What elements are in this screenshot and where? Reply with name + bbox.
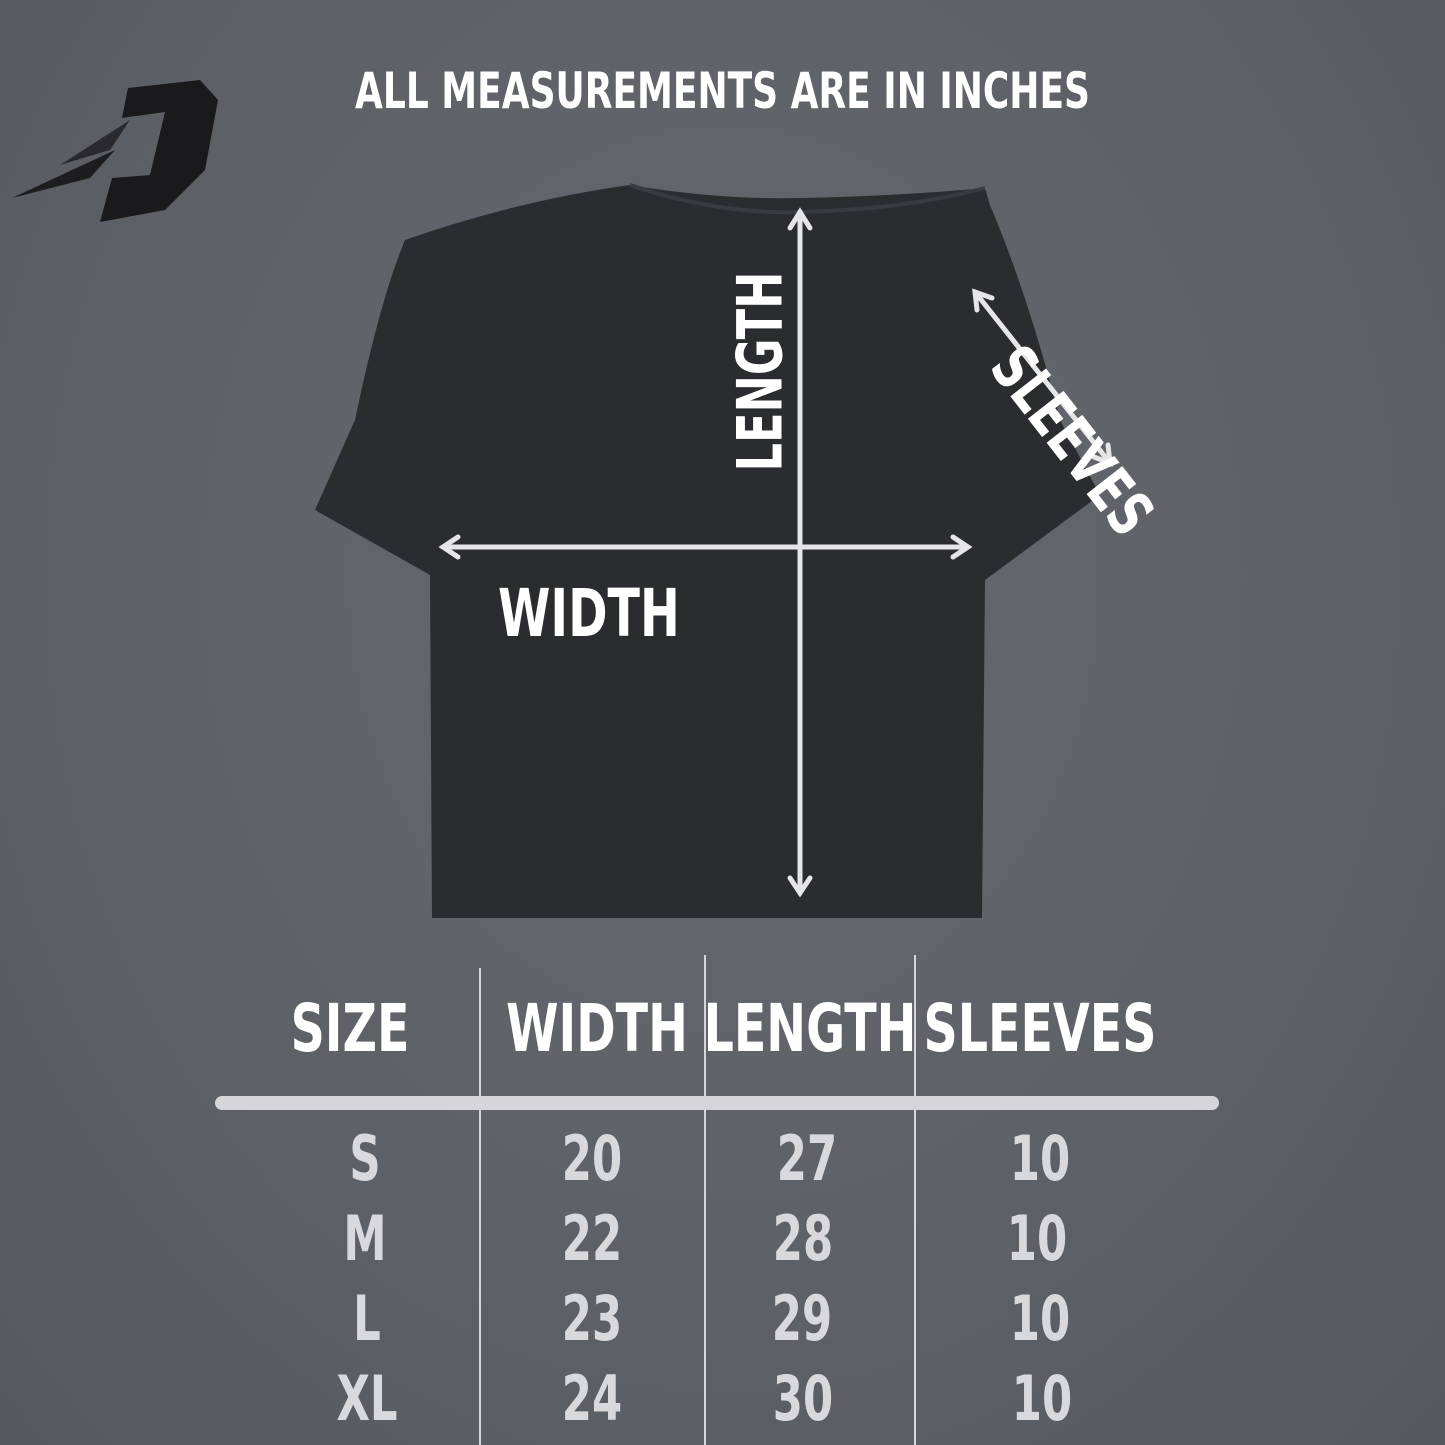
length-label: LENGTH bbox=[723, 271, 797, 472]
size-cell: S bbox=[349, 1122, 381, 1195]
header-width: WIDTH bbox=[506, 990, 688, 1067]
sleeves-cell: 10 bbox=[1006, 1202, 1068, 1275]
width-cell: 22 bbox=[561, 1202, 623, 1275]
sleeves-cell: 10 bbox=[1009, 1122, 1071, 1195]
tshirt-shape bbox=[315, 185, 1100, 918]
header-size: SIZE bbox=[290, 990, 410, 1067]
sleeves-cell: 10 bbox=[1009, 1282, 1071, 1355]
width-label: WIDTH bbox=[498, 575, 680, 652]
width-cell: 23 bbox=[561, 1282, 623, 1355]
length-cell: 28 bbox=[772, 1202, 834, 1275]
size-cell: L bbox=[353, 1282, 381, 1355]
width-cell: 24 bbox=[561, 1362, 623, 1435]
length-cell: 27 bbox=[776, 1122, 838, 1195]
length-cell: 30 bbox=[772, 1362, 834, 1435]
page-title: ALL MEASUREMENTS ARE IN INCHES bbox=[355, 62, 1090, 120]
width-cell: 20 bbox=[561, 1122, 623, 1195]
size-cell: XL bbox=[336, 1362, 398, 1435]
sleeves-cell: 10 bbox=[1011, 1362, 1073, 1435]
length-cell: 29 bbox=[771, 1282, 833, 1355]
header-sleeves: SLEEVES bbox=[923, 990, 1157, 1067]
size-cell: M bbox=[343, 1202, 387, 1275]
brand-logo bbox=[12, 80, 218, 222]
sleeves-arrow bbox=[972, 289, 1113, 466]
header-length: LENGTH bbox=[703, 990, 917, 1067]
